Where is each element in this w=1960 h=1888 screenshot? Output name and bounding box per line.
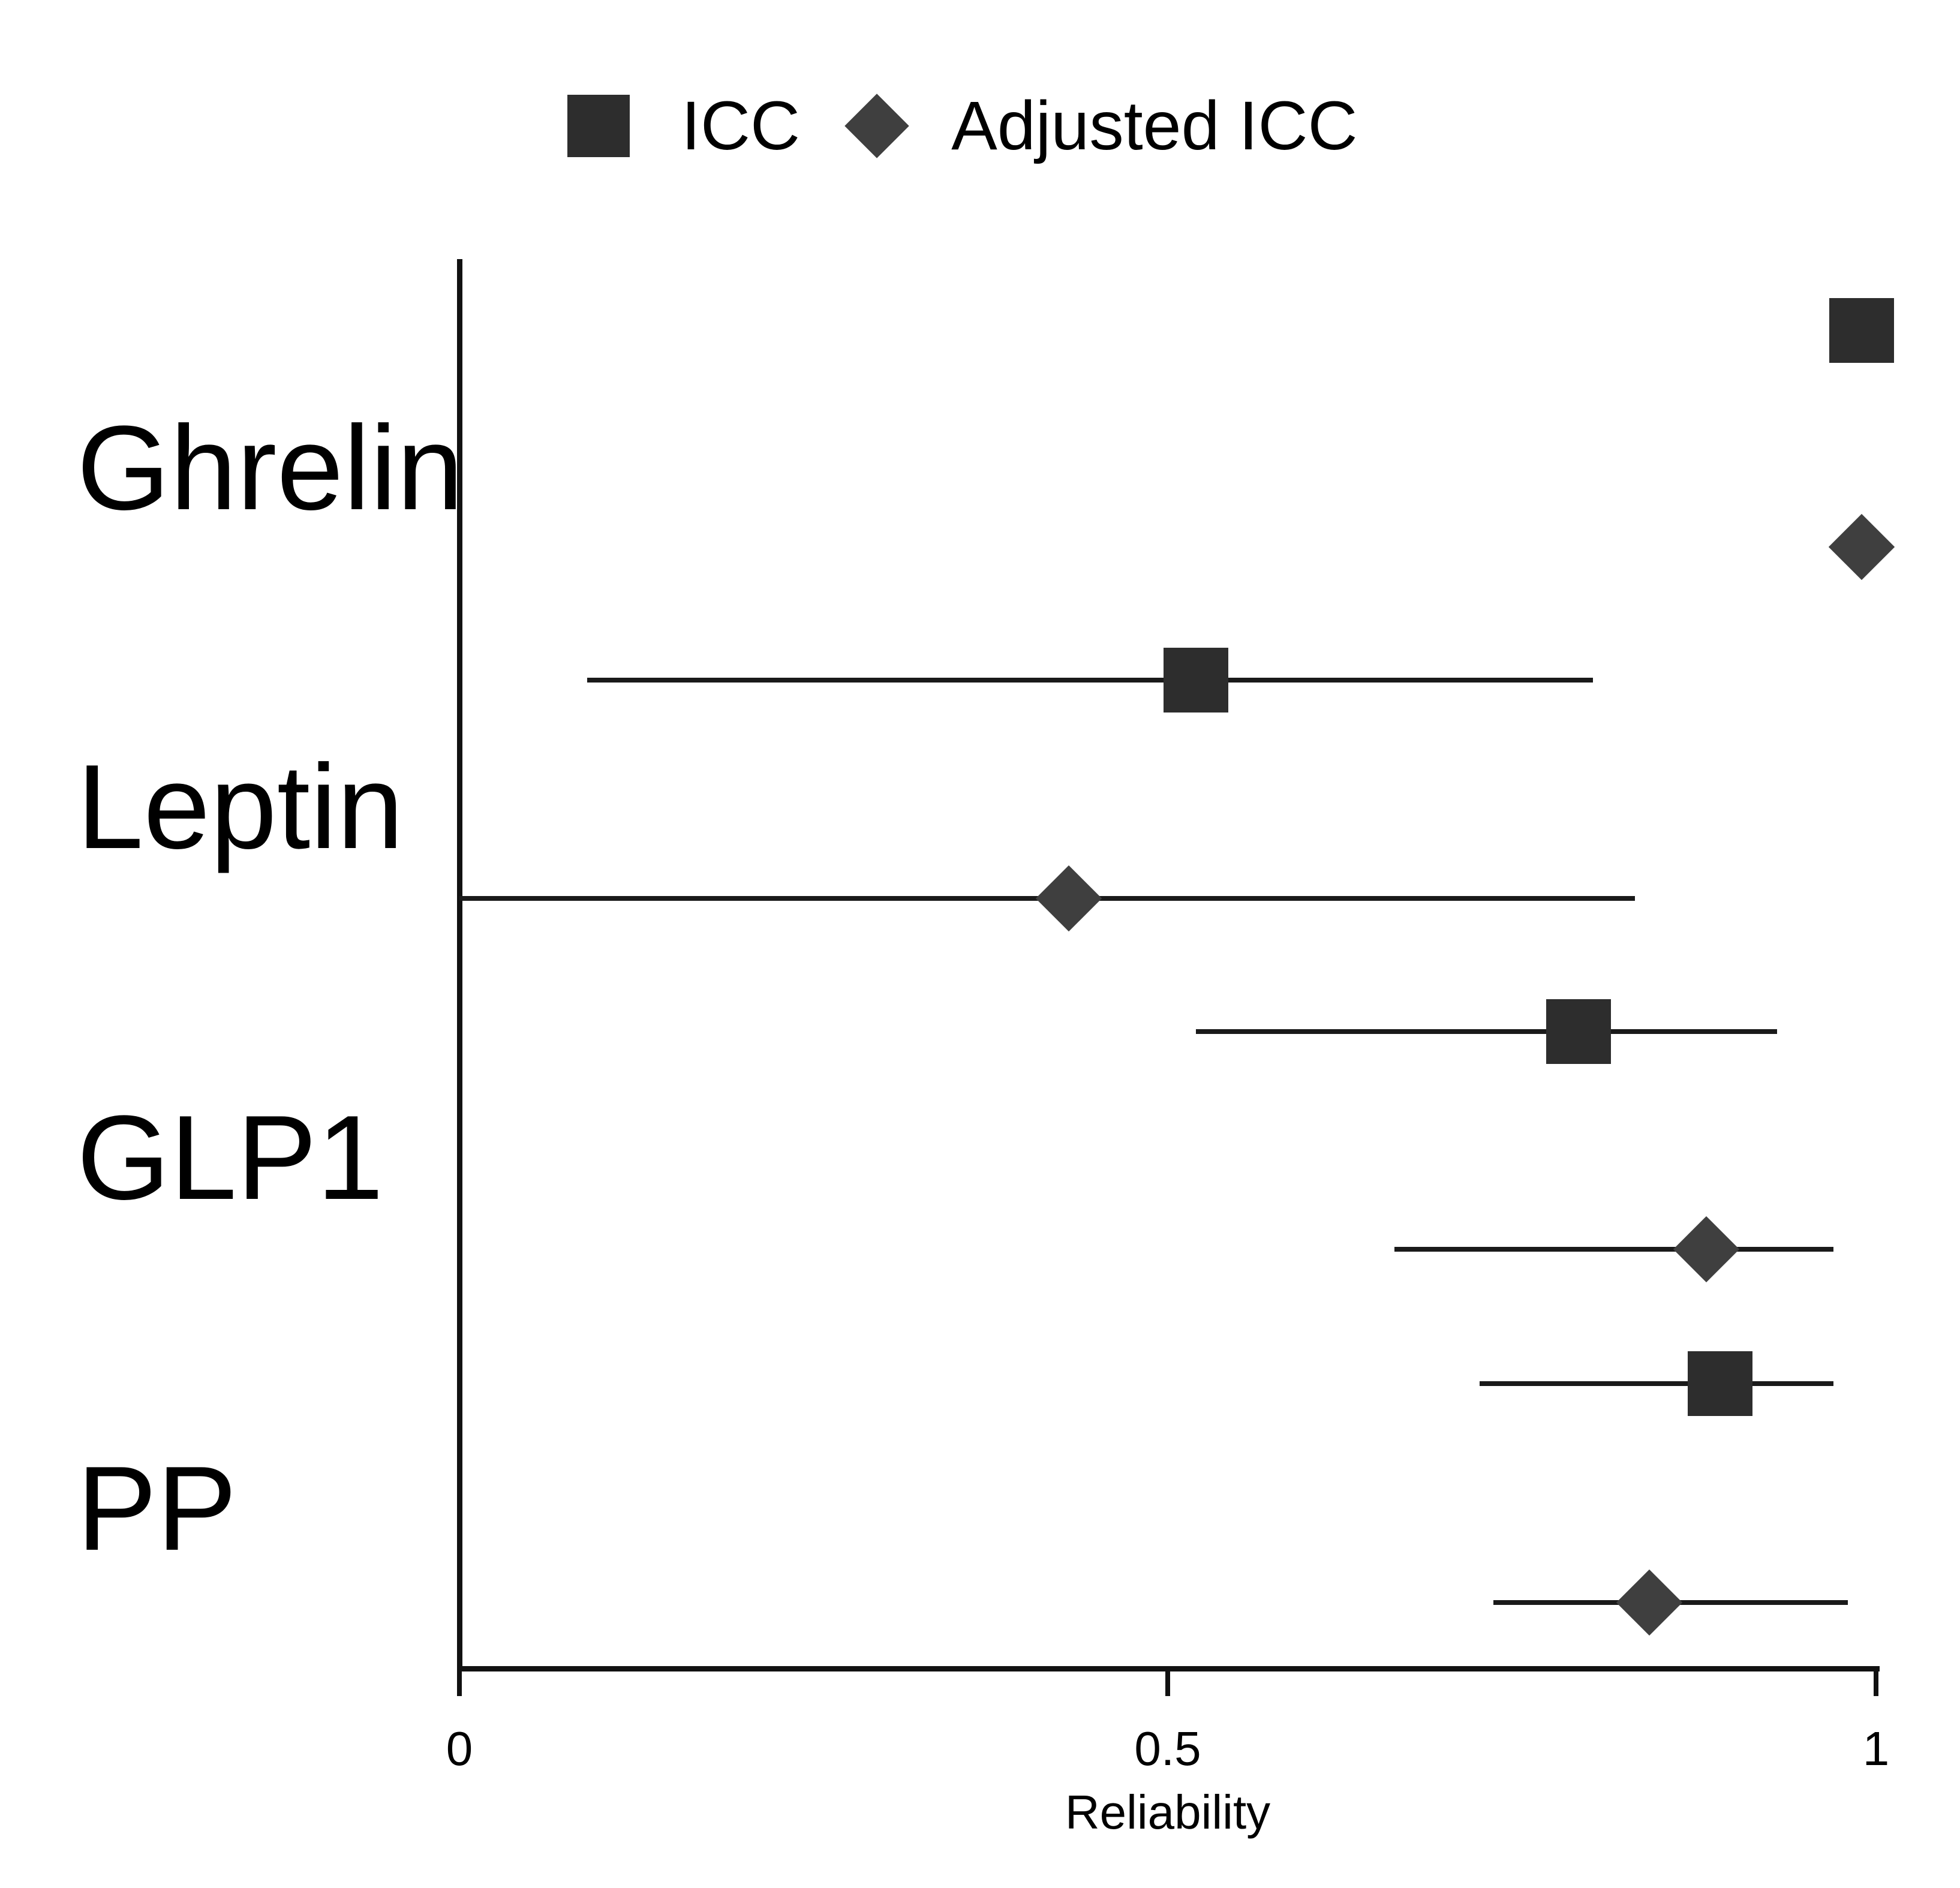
x-tick-label-0: 0: [446, 1722, 473, 1775]
x-axis-title: Reliability: [1065, 1785, 1271, 1839]
marker-glp1-icc: [1546, 999, 1611, 1064]
x-tick-1: [1874, 1668, 1878, 1696]
marker-pp-adjusted-icc: [1616, 1569, 1683, 1636]
category-label-ghrelin: Ghrelin: [77, 401, 464, 535]
ci-line-glp1-adjusted-icc: [1394, 1247, 1834, 1252]
marker-ghrelin-adjusted-icc: [1829, 513, 1895, 581]
legend-item-icc: ICC: [567, 87, 801, 164]
category-label-leptin: Leptin: [77, 740, 404, 874]
square-marker-icon: [567, 95, 630, 157]
marker-glp1-adjusted-icc: [1673, 1216, 1739, 1283]
category-label-glp1: GLP1: [77, 1091, 384, 1225]
x-tick-label-1: 1: [1862, 1722, 1890, 1775]
marker-leptin-icc: [1164, 648, 1229, 712]
ci-line-glp1-icc: [1196, 1029, 1777, 1034]
category-label-pp: PP: [77, 1442, 237, 1576]
diamond-marker-icon: [844, 94, 909, 158]
y-axis-line: [457, 259, 462, 1668]
marker-ghrelin-icc: [1829, 298, 1895, 363]
legend-label-icc: ICC: [681, 87, 801, 164]
x-tick-0: [457, 1668, 462, 1696]
legend-item-adjusted-icc: Adjusted ICC: [844, 87, 1358, 164]
legend-label-adjusted-icc: Adjusted ICC: [951, 87, 1358, 164]
x-tick-0.5: [1165, 1668, 1170, 1696]
x-tick-label-0.5: 0.5: [1134, 1722, 1201, 1775]
ci-line-leptin-icc: [587, 678, 1593, 683]
marker-pp-icc: [1688, 1351, 1753, 1416]
ci-line-pp-icc: [1479, 1381, 1834, 1386]
chart-legend: ICC Adjusted ICC: [567, 84, 1358, 168]
marker-leptin-adjusted-icc: [1035, 865, 1102, 932]
